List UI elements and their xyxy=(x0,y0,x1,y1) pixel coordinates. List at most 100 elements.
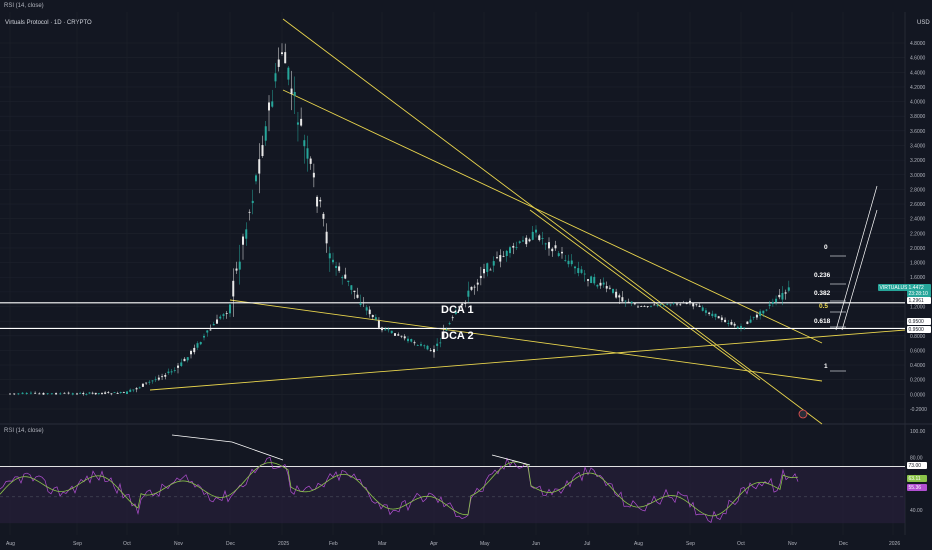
price-tick-label: 3.2000 xyxy=(910,158,926,164)
candle xyxy=(544,243,547,245)
price-tick-label: 0.6000 xyxy=(910,348,926,354)
candle xyxy=(387,329,390,331)
candle xyxy=(574,266,576,269)
candle xyxy=(470,286,473,290)
divergence-line xyxy=(231,441,284,461)
candle xyxy=(85,394,88,396)
rsi-line xyxy=(0,456,799,523)
candle xyxy=(663,305,665,307)
candle xyxy=(621,297,624,302)
price-tick-label: 0.2000 xyxy=(910,378,926,384)
candle xyxy=(439,342,442,344)
price-tick-label: 4.6000 xyxy=(910,56,926,62)
rsi-panel[interactable]: 100.00 80.00 40.00 73.00 63.11 55.36 xyxy=(0,429,927,524)
candle xyxy=(319,199,322,202)
candle xyxy=(640,306,643,307)
candle xyxy=(590,276,593,284)
price-tick-label: 0.8000 xyxy=(910,334,926,340)
time-tick-label: Oct xyxy=(123,541,131,547)
candle xyxy=(650,305,652,307)
time-tick-label: Nov xyxy=(174,541,183,547)
candle xyxy=(720,317,723,320)
candle xyxy=(335,265,338,269)
candle xyxy=(67,392,70,394)
price-tick-label: 2.2000 xyxy=(910,231,926,237)
fib-0-label: 0 xyxy=(824,244,828,251)
fib-0236-label: 0.236 xyxy=(814,272,831,279)
price-tick-label: 1.2000 xyxy=(910,305,926,311)
candle xyxy=(180,362,183,366)
candle xyxy=(365,307,368,311)
candle xyxy=(781,292,784,300)
trendlines xyxy=(149,18,906,425)
candle xyxy=(637,306,639,308)
candle xyxy=(557,253,560,256)
candle xyxy=(151,380,154,382)
candle xyxy=(25,392,28,394)
rsi-tick-label: 40.00 xyxy=(910,508,923,514)
candle xyxy=(258,159,261,174)
candle xyxy=(206,330,209,333)
candle xyxy=(522,240,524,242)
price-badge-label: 0.9500 xyxy=(909,327,925,333)
candle xyxy=(596,284,599,287)
price-tick-label: 0.4000 xyxy=(910,363,926,369)
candle xyxy=(344,274,347,279)
candle xyxy=(646,306,649,307)
candle xyxy=(714,313,717,318)
candle xyxy=(704,310,707,313)
projection-line xyxy=(841,209,878,331)
candle xyxy=(38,393,41,395)
candle xyxy=(653,304,656,306)
candle xyxy=(580,269,583,273)
time-tick-label: Dec xyxy=(839,541,848,547)
candle xyxy=(384,329,387,331)
time-tick-label: Jun xyxy=(532,541,540,547)
dca1-label: DCA 1 xyxy=(441,304,474,316)
rsi-panel-label[interactable]: RSI (14, close) xyxy=(4,428,44,434)
candle xyxy=(608,287,611,289)
candle xyxy=(196,343,199,348)
candle xyxy=(727,323,730,324)
currency-label[interactable]: USD xyxy=(917,20,930,26)
candle xyxy=(13,393,16,395)
candle xyxy=(771,301,774,304)
price-badge-label: VIRTUALUSD xyxy=(880,285,912,291)
candle xyxy=(21,392,24,394)
candle xyxy=(325,231,328,244)
time-axis[interactable]: Aug Sep Oct Nov Dec 2025 Feb Mar Apr May Jun Jul Aug… xyxy=(6,541,900,547)
fib-1-label: 1 xyxy=(824,363,828,370)
candle xyxy=(711,313,714,317)
candle xyxy=(724,319,727,323)
candle xyxy=(518,241,521,243)
fib-levels xyxy=(798,185,878,419)
candle xyxy=(755,314,758,318)
candle xyxy=(505,250,508,256)
symbol-title[interactable]: Virtuals Protocol · 1D · CRYPTO xyxy=(5,20,92,26)
candle xyxy=(377,320,380,328)
candle xyxy=(564,260,567,262)
candle xyxy=(271,101,274,107)
candle xyxy=(306,148,309,159)
price-tick-label: 4.8000 xyxy=(910,41,926,47)
time-tick-label: Feb xyxy=(329,541,338,547)
candle xyxy=(733,323,736,326)
candle xyxy=(717,316,720,319)
candle xyxy=(768,304,771,306)
price-badge xyxy=(907,284,931,291)
price-axis[interactable]: 4.8000 4.6000 4.4000 4.2000 4.0000 3.8000 3.60… xyxy=(878,41,931,413)
candle xyxy=(599,282,602,286)
candle xyxy=(359,303,362,305)
candle xyxy=(420,344,422,346)
candle xyxy=(630,301,633,303)
candle xyxy=(486,263,489,272)
candle xyxy=(161,376,164,378)
candle xyxy=(216,319,218,324)
candle xyxy=(605,286,608,289)
candle xyxy=(778,294,781,298)
trendline xyxy=(229,299,823,382)
price-badge xyxy=(907,290,931,297)
candle xyxy=(110,393,113,395)
candle xyxy=(88,392,91,394)
